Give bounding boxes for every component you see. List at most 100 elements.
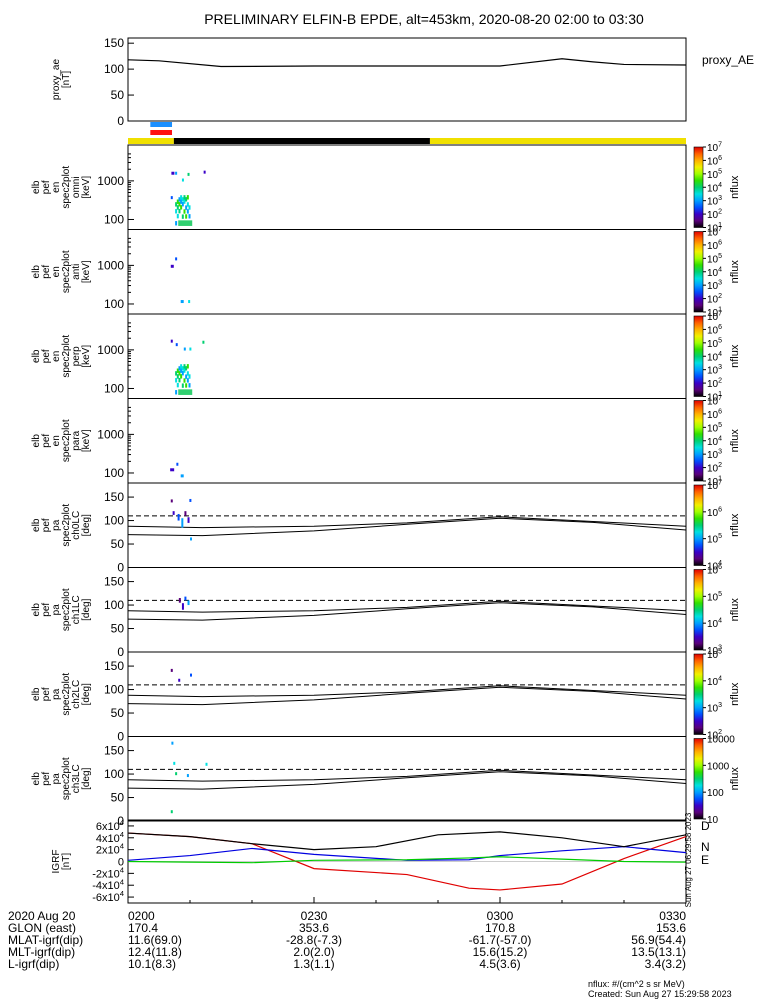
anti-frame: [127, 229, 687, 315]
ch1LC-flux-pixel: [184, 596, 187, 601]
ch2LC-ylabel-line: spec2plot: [61, 673, 72, 716]
omni-flux-pixel: [178, 197, 181, 202]
omni-flux-pixel: [181, 214, 184, 219]
ch2LC-ylabel-line: pa: [51, 688, 62, 700]
omni-ylabel-line: spec2plot: [61, 166, 72, 209]
anti-colorbar-label: 107: [707, 226, 722, 239]
ch3LC-colorbar: [693, 738, 704, 820]
xaxis-row-label: GLON (east): [8, 921, 76, 935]
omni-colorbar-label: 102: [707, 209, 722, 222]
ch0LC-ytick-label: 0: [117, 561, 124, 575]
perp-ylabel-line: spec2plot: [61, 335, 72, 378]
perp-flux-pixel: [176, 368, 179, 373]
ch0LC-ylabel-line: elb: [31, 518, 42, 532]
perp-flux-pixel: [189, 347, 192, 351]
omni-flux-pixel: [203, 170, 206, 174]
omni-colorbar-label: 104: [707, 182, 722, 195]
ch2LC-ylabel-line: elb: [31, 687, 42, 701]
xaxis-row-value: 2.0(2.0): [293, 945, 334, 959]
omni-flux-pixel: [185, 197, 188, 202]
ch1LC-ylabel-line: elb: [31, 603, 42, 617]
para-colorbar-label: 101: [707, 476, 722, 489]
proxy-ae-frame: [127, 37, 687, 122]
omni-flux-pixel: [175, 171, 178, 175]
perp-flux-pixel: [178, 371, 181, 376]
xaxis-row-value: 12.4(11.8): [128, 945, 182, 959]
perp-flux-pixel: [181, 383, 184, 388]
para-ytick-label: 100: [104, 466, 124, 480]
perp-flux-pixel: [185, 374, 188, 379]
ch0LC-colorbar-label: 105: [707, 533, 722, 546]
zone-marker-bar: [150, 130, 173, 135]
anti-flux-pixel: [170, 264, 174, 268]
omni-flux-pixel: [185, 205, 188, 210]
anti-ylabel-line: anti: [71, 264, 82, 280]
igrf-ytick-label: 6x104: [96, 818, 125, 833]
ch0LC-ylabel-line: ch0LC: [71, 511, 82, 540]
ch0LC-ylabel-line: spec2plot: [61, 504, 72, 547]
omni-ylabel-line: omni: [71, 176, 82, 198]
omni-flux-pixel: [183, 199, 186, 204]
anti-flux-pixel: [175, 257, 178, 261]
perp-flux-pixel: [180, 374, 183, 379]
ch3LC-ylabel-line: spec2plot: [61, 757, 72, 800]
perp-ytick-label: 100: [104, 381, 124, 395]
science-zone-segment: [128, 138, 174, 144]
perp-flux-pixel: [188, 383, 191, 388]
omni-flux-pixel: [181, 178, 184, 182]
proxy-ae-ytick-label: 50: [111, 88, 125, 102]
xaxis-row-value: 56.9(54.4): [631, 933, 686, 947]
para-colorbar-label: 102: [707, 462, 722, 475]
xaxis-row-value: -28.8(-7.3): [286, 933, 342, 947]
science-zone-segment: [429, 138, 686, 144]
xaxis-row-value: -61.7(-57.0): [469, 933, 532, 947]
science-zone-segment: [173, 138, 430, 144]
ch2LC-flux-pixel: [178, 678, 181, 682]
ch1LC-frame: [127, 567, 687, 653]
ch3LC-colorbar-label: 100: [707, 788, 724, 799]
perp-flux-pixel: [178, 366, 181, 371]
plot-title: PRELIMINARY ELFIN-B EPDE, alt=453km, 202…: [204, 11, 644, 27]
omni-ytick-label: 100: [104, 212, 124, 226]
para-flux-pixel: [180, 474, 184, 478]
ch3LC-ytick-label: 50: [111, 791, 125, 805]
ch2LC-alc-line: [127, 686, 687, 706]
perp-flux-pixel: [185, 383, 188, 388]
omni-flux-pixel: [175, 221, 178, 226]
omni-flux-pixel: [176, 199, 179, 204]
perp-flux-pixel: [183, 347, 186, 351]
perp-colorbar-label: 103: [707, 364, 722, 377]
perp-flux-pixel: [176, 382, 179, 388]
omni-ylabel-line: pef: [41, 180, 52, 194]
igrf-ylabel-line: IGRF: [51, 850, 62, 874]
xaxis-row-value: 10.1(8.3): [128, 957, 176, 971]
ch1LC-ytick-label: 50: [111, 622, 125, 636]
ch0LC-ylabel-line: [deg]: [81, 514, 92, 536]
para-ytick-label: 1000: [97, 427, 124, 441]
perp-flux-pixel: [185, 366, 188, 371]
omni-flux-pixel: [187, 172, 190, 176]
perp-colorbar-label: 105: [707, 337, 722, 350]
perp-flux-pixel: [183, 368, 186, 373]
omni-colorbar-label: 105: [707, 168, 722, 181]
ch3LC-colorbar-label: 10000: [707, 735, 735, 746]
ch0LC-flux-pixel: [177, 513, 180, 521]
anti-flux-pixel: [180, 300, 184, 304]
omni-colorbar: [693, 146, 704, 228]
ch3LC-ytick-label: 100: [104, 767, 124, 781]
omni-flux-pixel: [176, 213, 179, 219]
anti-colorbar: [693, 231, 704, 313]
perp-flux-pixel: [183, 364, 186, 369]
ch2LC-flux-pixel: [170, 668, 173, 672]
anti-ytick-label: 1000: [97, 258, 124, 272]
anti-ylabel-line: elb: [31, 265, 42, 279]
anti-colorbar-label: 105: [707, 253, 722, 266]
ch0LC-colorbar-label: 106: [707, 506, 722, 519]
ch2LC-colorbar-label: 104: [707, 675, 722, 688]
perp-flux-pixel: [183, 378, 186, 383]
para-colorbar-label: 107: [707, 395, 722, 408]
para-ylabel-line: elb: [31, 434, 42, 448]
perp-flux-pixel: [175, 378, 178, 383]
perp-flux-pixel: [180, 364, 183, 369]
ch2LC-colorbar-label: 103: [707, 702, 722, 715]
